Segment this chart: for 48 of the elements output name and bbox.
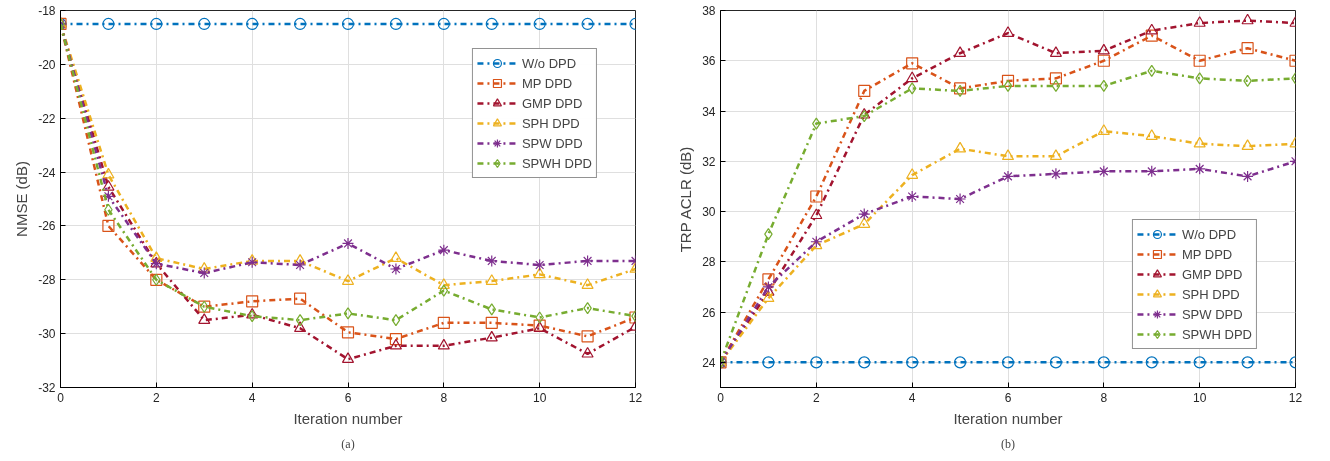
legend-label: SPH DPD [521,115,580,131]
y-tick-label: 28 [702,255,716,270]
legend-label: GMP DPD [521,95,583,111]
x-axis-title: Iteration number [293,409,403,427]
x-tick-label: 12 [628,390,643,405]
y-tick-label: -22 [38,111,56,126]
x-tick-label: 2 [813,390,820,405]
y-tick-label: -26 [38,219,56,234]
x-tick-label: 4 [908,390,916,405]
x-tick-label: 6 [1004,390,1012,405]
y-tick-label: 38 [702,4,716,18]
y-axis-title: TRP ACLR (dB) [677,146,695,253]
y-tick-label: -20 [38,57,56,72]
x-tick-label: 12 [1288,390,1303,405]
y-tick-label: 32 [702,154,716,169]
x-tick-label: 0 [57,390,65,405]
y-tick-label: -30 [38,327,56,342]
x-tick-label: 8 [440,390,448,405]
text: (b) [1001,436,1015,451]
legend-label: W/o DPD [521,55,577,71]
text: (a) [341,436,355,451]
y-tick-label: -32 [38,381,56,395]
legend-label: W/o DPD [1181,226,1237,242]
y-tick-label: -28 [38,273,56,288]
x-tick-label: 10 [1192,390,1207,405]
legend-label: SPW DPD [1181,306,1243,322]
x-axis-title: Iteration number [953,409,1063,427]
y-tick-label: -18 [38,4,56,18]
x-tick-label: 0 [717,390,725,405]
y-tick-label: -24 [38,165,56,180]
x-tick-label: 10 [532,390,547,405]
legend-label: GMP DPD [1181,266,1243,282]
legend-label: SPWH DPD [521,155,592,171]
y-tick-label: 34 [702,104,716,119]
y-tick-label: 24 [702,355,716,370]
x-tick-label: 6 [344,390,352,405]
y-tick-label: 36 [702,54,716,69]
y-axis-title: NMSE (dB) [13,161,31,237]
legend-label: MP DPD [1181,246,1233,262]
x-tick-label: 4 [248,390,256,405]
y-tick-label: 26 [702,305,716,320]
legend-label: SPW DPD [521,135,583,151]
x-tick-label: 8 [1100,390,1108,405]
y-tick-label: 30 [702,205,716,220]
x-tick-label: 2 [153,390,160,405]
legend-label: MP DPD [521,75,573,91]
legend-label: SPWH DPD [1181,326,1252,342]
legend-label: SPH DPD [1181,286,1240,302]
